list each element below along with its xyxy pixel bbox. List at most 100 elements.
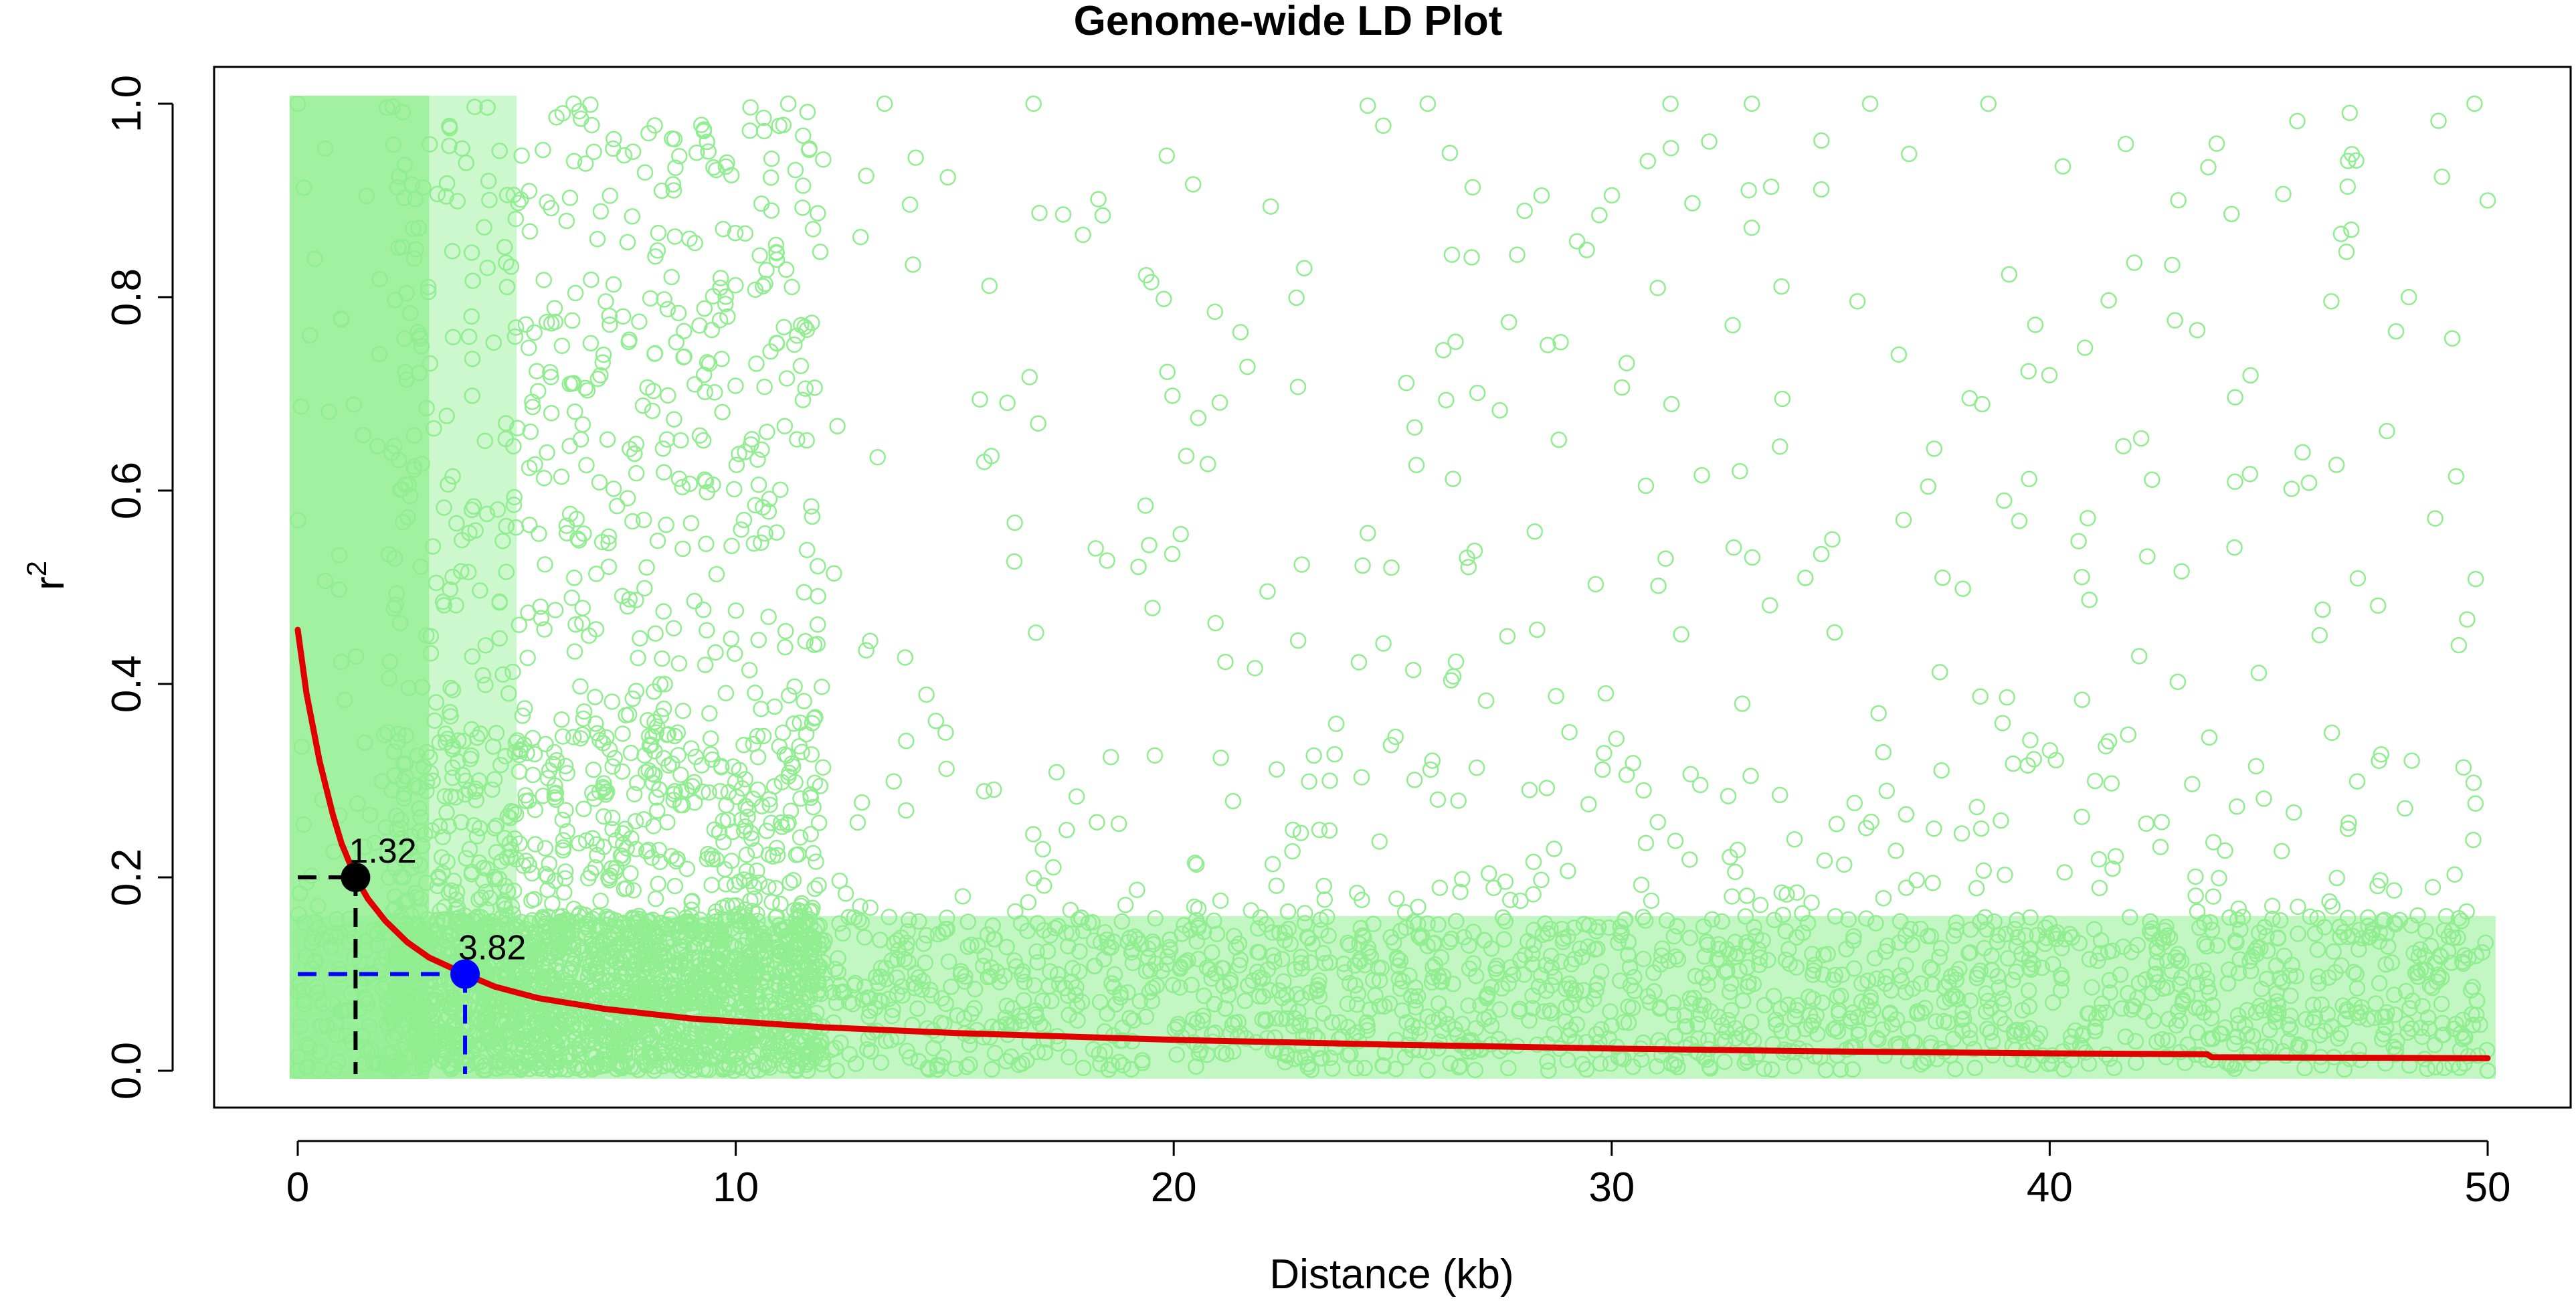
scatter-point [507,328,524,345]
scatter-point [785,872,802,889]
scatter-point [716,922,733,940]
scatter-point [1350,654,1368,671]
scatter-point [1464,179,1481,196]
scatter-point [761,1059,778,1076]
scatter-point [1113,913,1131,930]
scatter-point [1254,1011,1271,1028]
scatter-point [666,228,684,245]
scatter-point [1185,1011,1202,1028]
scatter-point [1322,1049,1339,1067]
scatter-point [1500,314,1517,331]
scatter-point [1419,938,1436,954]
scatter-point [1563,980,1580,997]
scatter-point [917,954,934,971]
scatter-point [295,816,312,833]
scatter-point [1687,968,1704,984]
scatter-point [2348,966,2365,982]
scatter-point [1546,841,1562,857]
scatter-point [1394,1002,1411,1019]
scatter-point [1063,973,1081,990]
scatter-point [1419,95,1437,112]
scatter-point [1875,889,1892,907]
scatter-point [579,382,596,399]
scatter-point [862,1003,879,1019]
scatter-point [2417,922,2434,940]
scatter-point [514,707,531,724]
scatter-point [793,922,810,939]
scatter-point [460,1019,477,1037]
scatter-point [2371,974,2388,992]
scatter-point [1954,1003,1971,1020]
scatter-point [467,780,484,797]
scatter-point [1236,992,1254,1009]
scatter-point [2226,539,2243,556]
scatter-point [1635,909,1652,926]
scatter-point [1243,902,1260,919]
scatter-point [1403,988,1420,1005]
scatter-point [646,766,663,784]
scatter-point [622,744,640,762]
scatter-point [834,925,851,942]
scatter-point [606,750,623,767]
scatter-point [743,958,759,975]
scatter-point [750,632,767,648]
scatter-point [1430,968,1447,985]
scatter-point [1594,761,1611,778]
scatter-point [2386,986,2403,1003]
scatter-point [508,851,525,868]
scatter-point [624,513,641,530]
scatter-point [1587,576,1604,593]
scatter-point [750,988,767,1005]
scatter-point [2464,1017,2482,1033]
scatter-point [600,535,617,551]
scatter-point [1968,798,1985,816]
scatter-point [779,95,797,112]
scatter-point [550,1029,567,1046]
scatter-point [1350,986,1367,1003]
scatter-point [619,490,636,507]
scatter-point [907,149,924,166]
scatter-point [1898,879,1915,896]
scatter-point [569,1020,586,1037]
scatter-point [1997,866,2013,883]
scatter-points-layer [289,95,2496,1079]
scatter-point [411,327,429,345]
scatter-point [595,808,612,825]
scatter-point [1021,369,1038,385]
scatter-point [767,879,784,897]
scatter-point [927,713,945,729]
scatter-point [1977,985,1995,1002]
scatter-point [290,906,307,923]
scatter-point [664,755,680,772]
scatter-point [1059,822,1075,839]
scatter-point [1301,1017,1319,1034]
scatter-point [2005,1023,2022,1040]
scatter-point [509,732,526,749]
scatter-point [1827,1020,1844,1037]
scatter-point [318,1018,335,1035]
scatter-point [999,394,1016,412]
scatter-point [1524,1000,1541,1017]
scatter-point [712,783,729,800]
scatter-point [757,936,774,952]
y-tick-label: 0.8 [104,268,150,326]
scatter-point [786,961,802,978]
scatter-point [1524,956,1541,973]
scatter-point [763,151,780,167]
scatter-point [2412,961,2429,978]
scatter-point [1247,660,1263,677]
scatter-point [460,563,477,581]
scatter-point [2354,930,2371,947]
scatter-point [549,924,566,942]
scatter-point [2367,995,2385,1012]
scatter-point [2282,1007,2299,1025]
scatter-point [526,891,543,907]
scatter-point [1537,915,1554,932]
scatter-point [384,98,401,115]
scatter-point [543,405,560,422]
scatter-point [1315,877,1332,895]
scatter-point [394,104,411,120]
scatter-point [831,872,848,889]
scatter-point [2146,966,2163,983]
scatter-point [440,884,458,901]
